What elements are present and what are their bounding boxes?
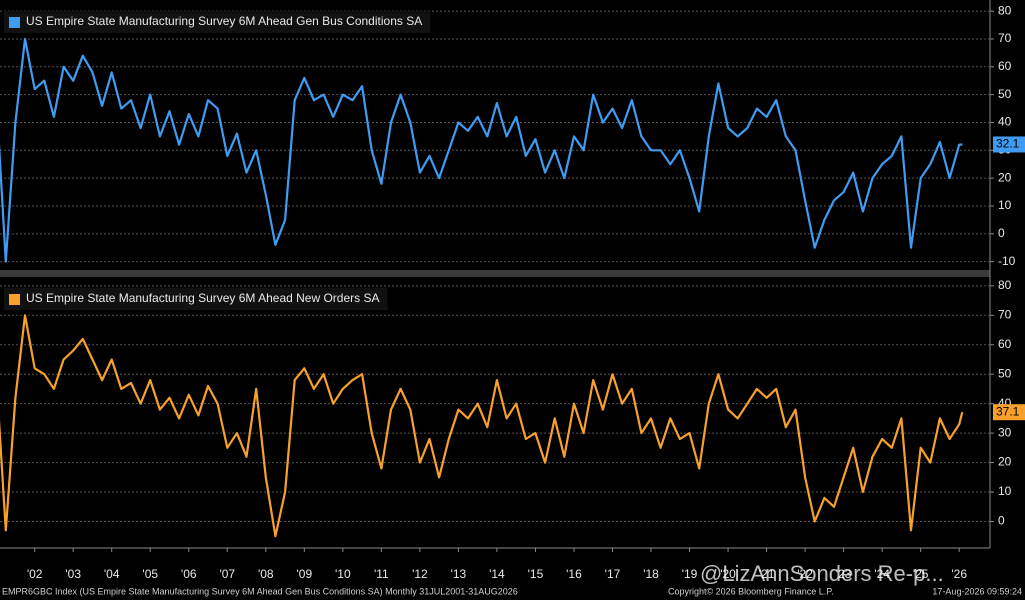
last-value-label: 37.1 xyxy=(996,404,1020,418)
legend-box xyxy=(4,11,431,33)
y-tick-label: 50 xyxy=(998,366,1012,380)
x-tick-label: '09 xyxy=(296,567,312,581)
x-tick-label: '14 xyxy=(489,567,505,581)
x-tick-label: '18 xyxy=(643,567,659,581)
y-tick-label: 20 xyxy=(998,455,1012,469)
x-tick-label: '12 xyxy=(412,567,428,581)
x-tick-label: '16 xyxy=(566,567,582,581)
x-tick-label: '05 xyxy=(142,567,158,581)
y-tick-label: 70 xyxy=(998,31,1012,45)
y-tick-label: 50 xyxy=(998,87,1012,101)
x-tick-label: '22 xyxy=(797,567,813,581)
y-tick-label: 30 xyxy=(998,425,1012,439)
x-tick-label: '04 xyxy=(104,567,120,581)
y-tick-label: 0 xyxy=(998,514,1005,528)
y-tick-label: 80 xyxy=(998,278,1012,292)
x-tick-label: '24 xyxy=(874,567,890,581)
last-value-label: 32.1 xyxy=(996,137,1020,151)
y-tick-label: 20 xyxy=(998,170,1012,184)
x-tick-label: '25 xyxy=(913,567,929,581)
y-tick-label: 70 xyxy=(998,307,1012,321)
x-tick-label: '26 xyxy=(951,567,967,581)
x-tick-label: '03 xyxy=(65,567,81,581)
y-tick-label: 10 xyxy=(998,198,1012,212)
x-tick-label: '11 xyxy=(374,567,389,581)
series-line xyxy=(0,37,963,263)
x-tick-label: '06 xyxy=(181,567,197,581)
y-tick-label: 40 xyxy=(998,115,1012,129)
x-tick-label: '23 xyxy=(836,567,852,581)
legend-box xyxy=(4,288,388,310)
footer-source: EMPR6GBC Index (US Empire State Manufact… xyxy=(2,586,518,596)
x-tick-label: '13 xyxy=(451,567,467,581)
series-line xyxy=(0,314,964,538)
y-tick-label: 80 xyxy=(998,3,1012,17)
legend-label: US Empire State Manufacturing Survey 6M … xyxy=(26,291,380,305)
x-tick-label: '08 xyxy=(258,567,274,581)
last-value-box xyxy=(993,404,1025,421)
footer-copyright: Copyright© 2026 Bloomberg Finance L.P. xyxy=(668,586,834,596)
legend-swatch xyxy=(9,294,20,305)
y-tick-label: 60 xyxy=(998,337,1012,351)
watermark: @LizAnnSonders Re-p... xyxy=(700,561,944,586)
panel-divider xyxy=(0,270,990,277)
legend-swatch xyxy=(9,17,20,28)
x-tick-label: '10 xyxy=(335,567,351,581)
y-tick-label: 60 xyxy=(998,59,1012,73)
x-tick-label: '17 xyxy=(605,567,621,581)
x-tick-label: '19 xyxy=(682,567,698,581)
x-tick-label: '21 xyxy=(759,567,775,581)
last-value-box xyxy=(993,136,1025,153)
y-tick-label: 10 xyxy=(998,484,1012,498)
legend-label: US Empire State Manufacturing Survey 6M … xyxy=(26,14,422,28)
x-tick-label: '02 xyxy=(27,567,43,581)
y-tick-label: -10 xyxy=(998,254,1016,268)
x-tick-label: '15 xyxy=(528,567,544,581)
x-tick-label: '20 xyxy=(720,567,736,581)
footer-timestamp: 17-Aug-2026 09:59:24 xyxy=(932,586,1022,596)
y-tick-label: 0 xyxy=(998,226,1005,240)
x-tick-label: '07 xyxy=(219,567,235,581)
